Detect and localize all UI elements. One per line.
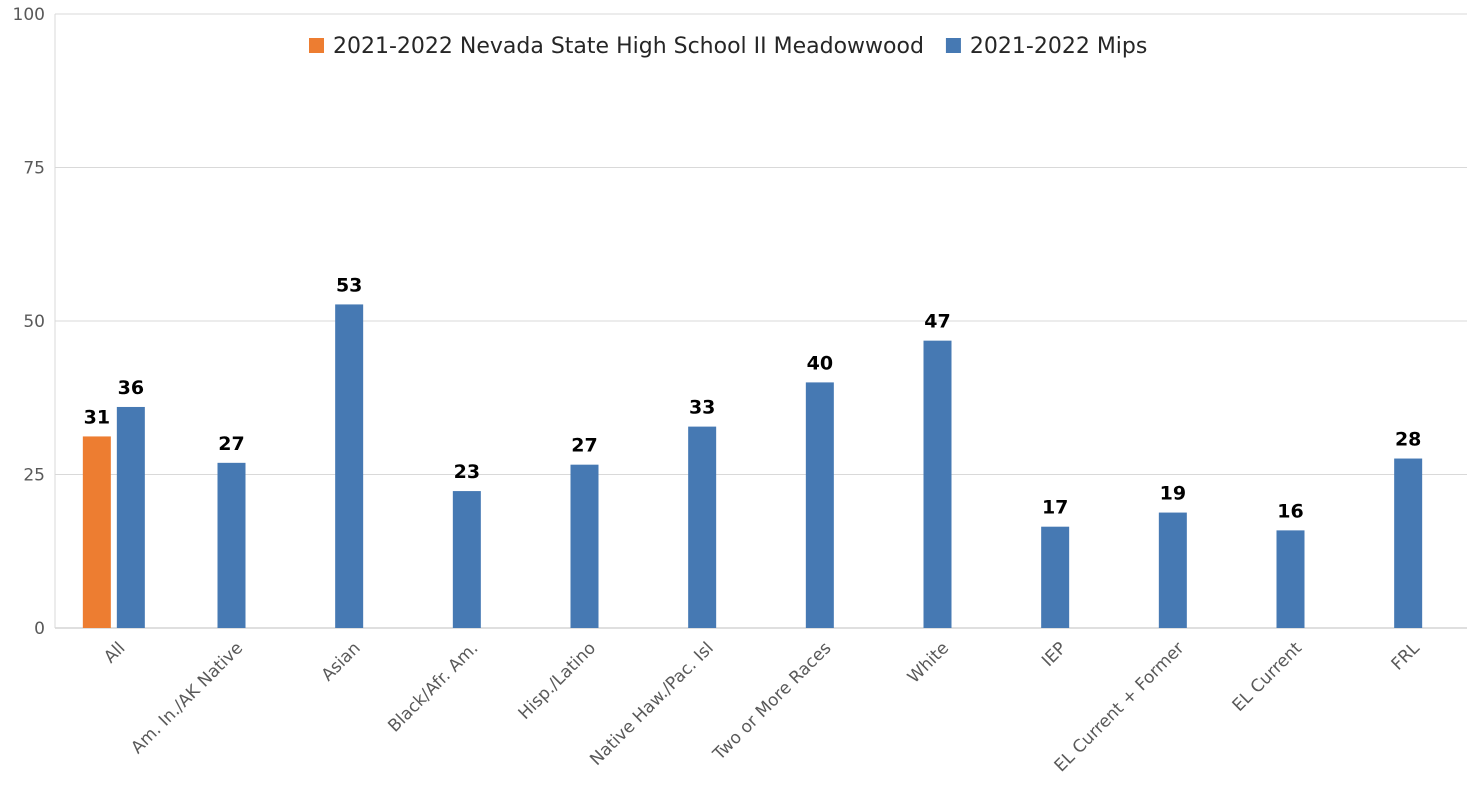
- data-label: 40: [807, 352, 833, 374]
- y-tick-label: 25: [23, 466, 45, 486]
- bar: [452, 491, 481, 628]
- y-tick-label: 50: [23, 312, 45, 332]
- bar: [217, 462, 246, 628]
- bar: [1394, 458, 1423, 628]
- data-label: 31: [84, 406, 110, 428]
- bar: [688, 426, 717, 628]
- x-tick-label: Native Haw./Pac. Isl: [586, 638, 717, 769]
- bar: [82, 436, 111, 628]
- x-tick-label: EL Current + Former: [1051, 638, 1189, 776]
- x-tick-label: Hisp./Latino: [515, 638, 600, 723]
- bar: [805, 382, 834, 628]
- x-tick-label: IEP: [1038, 638, 1071, 671]
- data-label: 36: [118, 377, 144, 399]
- x-tick-label: Black/Afr. Am.: [384, 638, 482, 736]
- bar: [1276, 530, 1305, 628]
- bar: [570, 464, 599, 628]
- x-tick-label: Two or More Races: [709, 638, 836, 765]
- legend-label: 2021-2022 Mips: [970, 34, 1147, 59]
- bar: [1158, 512, 1187, 628]
- x-tick-label: White: [904, 638, 953, 687]
- bar: [923, 340, 952, 628]
- data-labels: 31 36 27 53 23 27 33 40 47 17 19 16 28: [84, 274, 1422, 522]
- data-label: 27: [571, 435, 597, 457]
- data-label: 28: [1395, 429, 1421, 451]
- data-label: 27: [218, 433, 244, 455]
- bars: [82, 304, 1423, 628]
- legend: 2021-2022 Nevada State High School II Me…: [309, 34, 1147, 59]
- data-label: 33: [689, 397, 715, 419]
- legend-label: 2021-2022 Nevada State High School II Me…: [333, 34, 924, 59]
- y-tick-label: 100: [13, 5, 45, 25]
- data-label: 19: [1160, 483, 1186, 505]
- data-label: 53: [336, 274, 362, 296]
- y-tick-label: 0: [34, 619, 45, 639]
- x-tick-label: EL Current: [1229, 638, 1307, 716]
- data-label: 47: [924, 311, 950, 333]
- y-axis: 0 25 50 75 100: [13, 5, 56, 639]
- data-label: 17: [1042, 497, 1068, 519]
- x-tick-label: Am. In./AK Native: [127, 638, 247, 758]
- data-label: 23: [454, 461, 480, 483]
- bar: [116, 406, 145, 628]
- bar: [335, 304, 364, 628]
- x-tick-label: Asian: [318, 638, 365, 685]
- bar: [1041, 526, 1070, 628]
- gridlines: [55, 13, 1467, 629]
- legend-swatch: [945, 38, 961, 53]
- x-tick-label: All: [100, 638, 129, 667]
- y-tick-label: 75: [23, 159, 45, 179]
- legend-swatch: [309, 38, 324, 53]
- x-tick-label: FRL: [1388, 638, 1424, 674]
- data-label: 16: [1277, 500, 1303, 522]
